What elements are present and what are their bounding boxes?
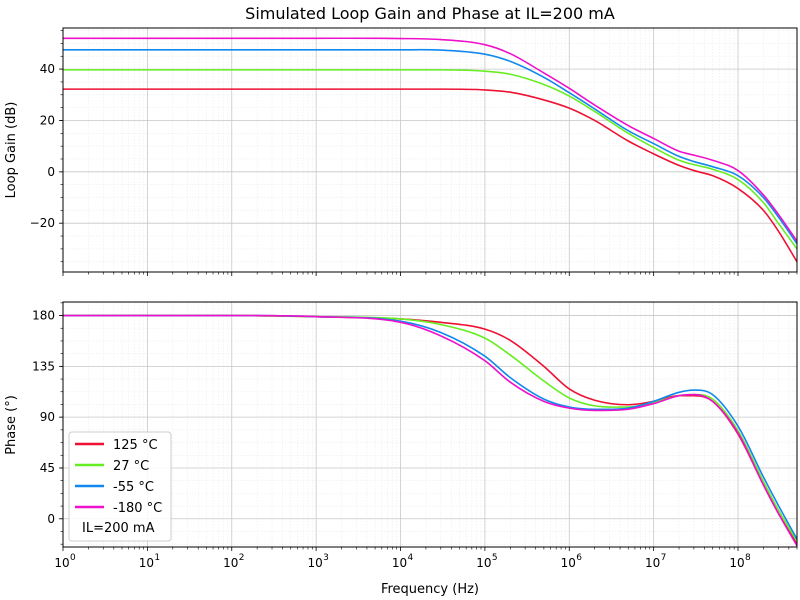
y-tick-label: 40 — [40, 62, 55, 76]
x-tick-exponent: 1 — [154, 553, 160, 563]
x-tick-label: 10 — [476, 556, 491, 570]
y-tick-label: −20 — [30, 216, 55, 230]
gain-grid — [62, 28, 798, 272]
series-line-2 — [63, 48, 798, 245]
x-tick-exponent: 3 — [323, 553, 329, 563]
x-tick-label: 10 — [392, 556, 407, 570]
x-tick-exponent: 7 — [661, 553, 667, 563]
phase-y-axis-label: Phase (°) — [4, 395, 19, 455]
phase-frame — [62, 301, 798, 548]
series-line-3 — [62, 314, 798, 547]
x-tick-exponent: 0 — [70, 553, 76, 563]
x-tick-exponent: 8 — [745, 553, 751, 563]
x-tick-label: 10 — [307, 556, 322, 570]
phase-series — [62, 314, 798, 547]
series-line-2 — [62, 314, 798, 540]
y-tick-label: 20 — [40, 113, 55, 127]
x-tick-label: 10 — [223, 556, 238, 570]
phase-y-ticks: 0 45 90 135 180 — [32, 302, 63, 545]
legend-label: -55 °C — [113, 480, 154, 495]
x-tick-label: 10 — [645, 556, 660, 570]
legend-label: 27 °C — [113, 459, 149, 474]
x-tick-exponent: 4 — [408, 553, 414, 563]
series-line-3 — [63, 37, 798, 242]
x-tick-label: 10 — [561, 556, 576, 570]
gain-y-ticks: −20 0 20 40 — [30, 30, 63, 263]
x-tick-exponent: 5 — [492, 553, 498, 563]
legend-label: -180 °C — [113, 501, 162, 516]
chart-title: Simulated Loop Gain and Phase at IL=200 … — [245, 4, 615, 23]
gain-panel: −20 0 20 40 Loop Gain (dB) — [4, 27, 798, 276]
series-line-1 — [63, 69, 798, 250]
legend: 125 °C 27 °C -55 °C -180 °C IL=200 mA — [68, 431, 172, 542]
x-tick-label: 10 — [54, 556, 69, 570]
y-tick-label: 0 — [47, 165, 55, 179]
x-axis-label: Frequency (Hz) — [381, 582, 479, 597]
series-line-1 — [62, 314, 798, 542]
x-tick-label: 10 — [139, 556, 154, 570]
legend-box — [68, 431, 172, 542]
y-tick-label: 135 — [32, 359, 55, 373]
gain-y-axis-label: Loop Gain (dB) — [4, 102, 19, 199]
y-tick-label: 180 — [32, 309, 55, 323]
gain-frame — [62, 27, 798, 273]
gain-x-ticks — [62, 272, 798, 276]
x-tick-label: 10 — [729, 556, 744, 570]
phase-grid — [62, 302, 798, 547]
x-tick-exponent: 2 — [239, 553, 245, 563]
legend-note: IL=200 mA — [82, 521, 155, 536]
y-tick-label: 90 — [40, 410, 55, 424]
gain-series — [63, 37, 798, 263]
series-line-0 — [63, 88, 798, 263]
y-tick-label: 45 — [40, 461, 55, 475]
legend-label: 125 °C — [113, 438, 158, 453]
x-tick-exponent: 6 — [576, 553, 582, 563]
phase-x-ticks: 10 0 10 1 10 2 10 3 10 4 10 5 10 6 10 7 10 8 — [54, 547, 798, 570]
y-tick-label: 0 — [47, 512, 55, 526]
